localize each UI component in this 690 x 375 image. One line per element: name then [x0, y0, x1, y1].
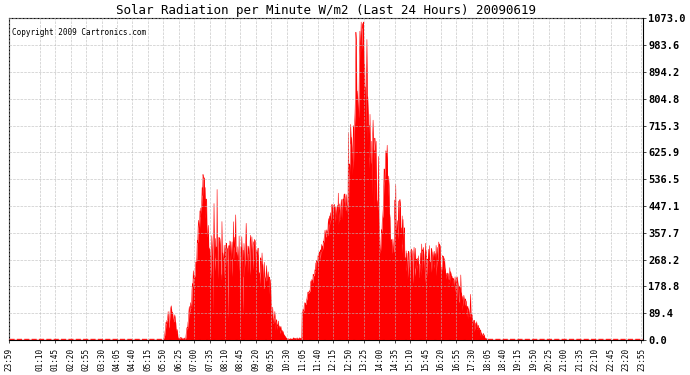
Title: Solar Radiation per Minute W/m2 (Last 24 Hours) 20090619: Solar Radiation per Minute W/m2 (Last 24… [116, 4, 535, 17]
Text: Copyright 2009 Cartronics.com: Copyright 2009 Cartronics.com [12, 28, 146, 37]
